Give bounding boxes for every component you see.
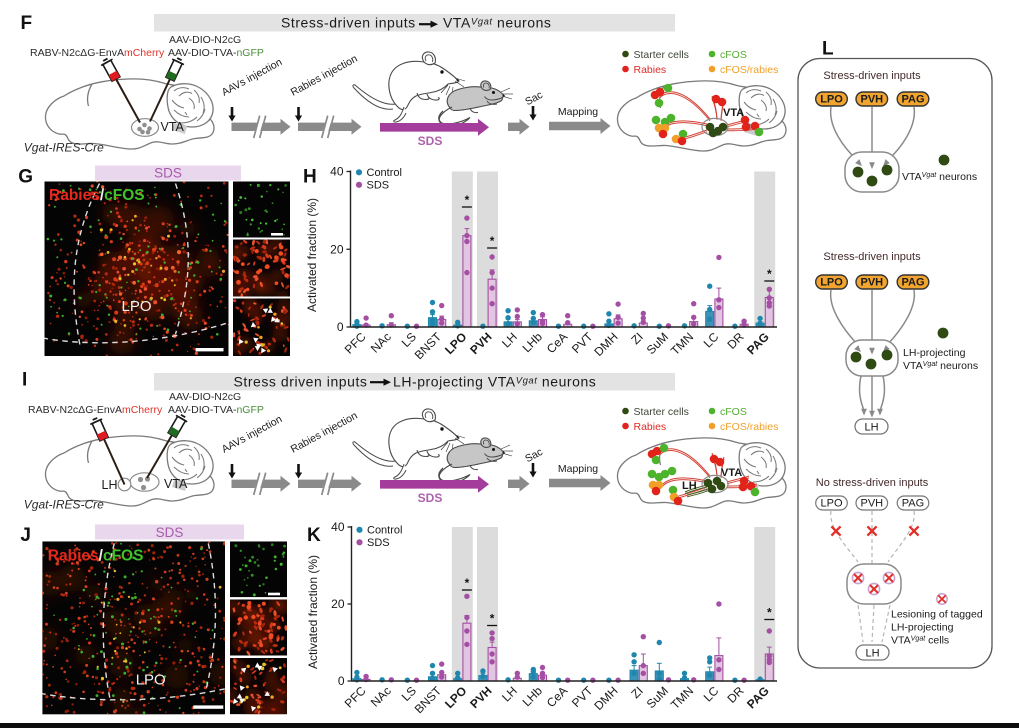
svg-text:AAV-DIO-TVA-nGFP: AAV-DIO-TVA-nGFP <box>168 404 264 416</box>
svg-text:Rabies: Rabies <box>634 421 667 433</box>
svg-text:LH: LH <box>864 422 878 434</box>
svg-text:LH-projecting: LH-projecting <box>891 622 954 634</box>
svg-text:Mapping: Mapping <box>558 463 598 475</box>
svg-text:SDS: SDS <box>154 166 182 181</box>
svg-text:cFOS: cFOS <box>720 406 747 418</box>
svg-text:Stress-driven inputs: Stress-driven inputs <box>823 70 921 82</box>
svg-text:VTAVgat neurons: VTAVgat neurons <box>902 171 977 183</box>
svg-text:G: G <box>18 167 33 188</box>
svg-text:VTA: VTA <box>723 107 744 119</box>
svg-text:0: 0 <box>337 320 344 334</box>
svg-text:LPO: LPO <box>122 298 152 315</box>
svg-text:No stress-driven inputs: No stress-driven inputs <box>816 477 929 489</box>
svg-text:cFOS: cFOS <box>720 49 747 61</box>
svg-text:SDS: SDS <box>367 179 390 191</box>
svg-text:PVH: PVH <box>860 277 883 289</box>
svg-text:AAV-DIO-N2cG: AAV-DIO-N2cG <box>169 391 241 403</box>
svg-text:Mapping: Mapping <box>558 106 598 118</box>
svg-text:LPO: LPO <box>820 94 843 106</box>
svg-text:LH: LH <box>682 480 697 492</box>
svg-text:LPO: LPO <box>136 671 166 688</box>
svg-text:PVH: PVH <box>860 498 883 510</box>
svg-text:40: 40 <box>331 520 345 534</box>
svg-text:Stress-driven inputs: Stress-driven inputs <box>281 15 416 31</box>
svg-text:*: * <box>465 576 470 590</box>
svg-text:Activated fraction (%): Activated fraction (%) <box>306 555 320 669</box>
svg-text:PAG: PAG <box>902 498 924 510</box>
svg-text:VTAVgat cells: VTAVgat cells <box>891 635 949 647</box>
svg-text:AAV-DIO-N2cG: AAV-DIO-N2cG <box>169 34 241 46</box>
svg-text:cFOS/rabies: cFOS/rabies <box>720 421 778 433</box>
svg-text:LPO: LPO <box>820 277 843 289</box>
svg-text:Control: Control <box>367 167 402 179</box>
svg-text:20: 20 <box>331 597 345 611</box>
svg-text:cFOS/rabies: cFOS/rabies <box>720 64 778 76</box>
svg-text:Activated fraction (%): Activated fraction (%) <box>305 198 319 312</box>
svg-text:Vgat-IRES-Cre: Vgat-IRES-Cre <box>24 141 104 155</box>
svg-text:PVH: PVH <box>860 94 883 106</box>
svg-text:VTAVgat neurons: VTAVgat neurons <box>443 15 551 31</box>
svg-text:*: * <box>490 612 495 626</box>
svg-text:F: F <box>21 13 33 34</box>
svg-text:LH: LH <box>102 478 118 492</box>
svg-text:AAV-DIO-TVA-nGFP: AAV-DIO-TVA-nGFP <box>168 47 264 59</box>
svg-text:*: * <box>465 193 470 207</box>
svg-text:K: K <box>307 525 321 546</box>
svg-text:40: 40 <box>330 165 344 179</box>
svg-text:Rabies: Rabies <box>634 64 667 76</box>
svg-text:VTAVgat neurons: VTAVgat neurons <box>903 360 978 372</box>
svg-text:I: I <box>22 370 27 391</box>
svg-text:VTA: VTA <box>161 120 185 134</box>
svg-text:Rabies/cFOS: Rabies/cFOS <box>49 187 145 204</box>
svg-text:PAG: PAG <box>901 94 924 106</box>
svg-text:SDS: SDS <box>156 525 184 540</box>
svg-text:L: L <box>822 38 834 59</box>
svg-text:H: H <box>303 166 317 187</box>
svg-text:PAG: PAG <box>901 277 924 289</box>
svg-text:RABV-N2cΔG-EnvAmCherry: RABV-N2cΔG-EnvAmCherry <box>30 47 165 59</box>
svg-text:SDS: SDS <box>367 537 390 549</box>
svg-text:Starter cells: Starter cells <box>634 406 689 418</box>
svg-text:Stress-driven inputs: Stress-driven inputs <box>823 251 921 263</box>
svg-text:Control: Control <box>367 524 402 536</box>
svg-text:VTA: VTA <box>164 477 188 491</box>
svg-text:Rabies/cFOS: Rabies/cFOS <box>48 547 144 564</box>
svg-text:LH-projecting: LH-projecting <box>903 347 966 359</box>
svg-text:*: * <box>767 606 772 620</box>
svg-text:LPO: LPO <box>820 498 842 510</box>
svg-text:SDS: SDS <box>418 491 443 505</box>
svg-text:LH-projecting VTAVgat neurons: LH-projecting VTAVgat neurons <box>393 374 596 390</box>
svg-text:Vgat-IRES-Cre: Vgat-IRES-Cre <box>24 498 104 512</box>
svg-text:*: * <box>490 234 495 248</box>
svg-text:0: 0 <box>338 674 345 688</box>
svg-text:RABV-N2cΔG-EnvAmCherry: RABV-N2cΔG-EnvAmCherry <box>28 404 163 416</box>
svg-text:Starter cells: Starter cells <box>634 49 689 61</box>
svg-text:SDS: SDS <box>418 134 443 148</box>
svg-text:*: * <box>767 267 772 281</box>
svg-text:20: 20 <box>330 242 344 256</box>
svg-text:Stress driven inputs: Stress driven inputs <box>234 374 368 390</box>
svg-text:J: J <box>20 525 31 546</box>
svg-text:LH: LH <box>865 648 879 660</box>
svg-text:Lesioning of tagged: Lesioning of tagged <box>891 609 983 621</box>
svg-text:VTA: VTA <box>721 467 742 479</box>
